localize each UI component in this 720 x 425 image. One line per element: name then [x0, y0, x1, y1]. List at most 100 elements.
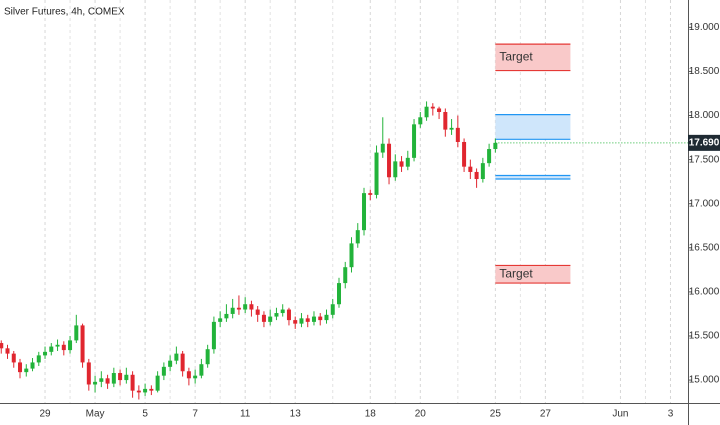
candle-body: [318, 316, 323, 321]
candle-body: [136, 390, 141, 393]
y-tick-label: 19.000: [689, 22, 720, 33]
candle-body: [349, 243, 354, 268]
x-tick-label: 29: [39, 409, 51, 420]
candle-body: [130, 374, 135, 391]
zone: [495, 265, 571, 284]
x-tick-label: Jun: [612, 409, 628, 420]
candle-body: [368, 193, 373, 195]
candle-body: [211, 321, 216, 350]
candle-body: [330, 304, 335, 315]
y-tick-label: 17.500: [689, 154, 720, 165]
y-tick-label: 15.500: [689, 331, 720, 342]
candle-body: [24, 368, 29, 373]
y-tick-label: 18.000: [689, 110, 720, 121]
zone: [495, 114, 571, 140]
candle-body: [61, 344, 66, 351]
candle-body: [380, 143, 385, 153]
candle-body: [68, 340, 73, 351]
candle-body: [74, 325, 79, 341]
candle-body: [80, 325, 85, 363]
y-tick-label: 16.500: [689, 242, 720, 253]
candle-body: [468, 166, 473, 172]
candle-body: [430, 106, 435, 109]
candle-body: [105, 378, 110, 384]
candle-body: [243, 304, 248, 310]
candle-body: [293, 320, 298, 324]
candle-body: [418, 117, 423, 125]
zone-label: Target: [499, 49, 533, 63]
candle-body: [155, 375, 160, 391]
candle-body: [443, 111, 448, 130]
candle-body: [199, 364, 204, 376]
candle-body: [55, 344, 60, 347]
candle-body: [49, 346, 54, 352]
candle-body: [374, 152, 379, 195]
candle-body: [261, 314, 266, 322]
candle-body: [30, 362, 35, 369]
zone: [495, 44, 571, 71]
chart-title: Silver Futures, 4h, COMEX: [4, 7, 125, 18]
candle-body: [493, 142, 498, 150]
y-tick-label: 17.000: [689, 198, 720, 209]
candle-body: [143, 388, 148, 393]
x-tick-label: 20: [415, 409, 427, 420]
candle-body: [43, 351, 48, 356]
candle-body: [336, 283, 341, 305]
candle-body: [174, 353, 179, 361]
candle-body: [405, 157, 410, 167]
candle-body: [149, 388, 154, 391]
candle-body: [5, 348, 10, 354]
candle-body: [480, 163, 485, 180]
candle-body: [118, 373, 123, 381]
candle-body: [437, 108, 442, 112]
y-tick-label: 18.500: [689, 66, 720, 77]
candle-body: [230, 307, 235, 314]
zone: [495, 175, 571, 180]
candle-body: [99, 378, 104, 382]
candle-body: [268, 316, 273, 322]
candle-body: [161, 366, 166, 376]
x-tick-label: May: [86, 409, 105, 420]
candle-body: [0, 343, 4, 349]
candle-body: [236, 307, 241, 310]
candle-body: [11, 353, 16, 363]
candle-body: [424, 106, 429, 118]
x-tick-label: 7: [192, 409, 198, 420]
candle-body: [124, 374, 129, 381]
candle-body: [218, 318, 223, 322]
candle-body: [343, 267, 348, 284]
candle-body: [274, 313, 279, 317]
candle-body: [305, 318, 310, 322]
candle-body: [111, 373, 116, 384]
candle-body: [180, 353, 185, 372]
candle-body: [399, 161, 404, 167]
candle-body: [355, 230, 360, 244]
candle-body: [224, 313, 229, 319]
candle-body: [311, 316, 316, 322]
candle-body: [18, 362, 23, 373]
x-tick-label: 11: [240, 409, 251, 420]
candle-body: [249, 304, 254, 310]
candle-body: [462, 141, 467, 167]
candle-body: [449, 127, 454, 130]
x-tick-label: 5: [142, 409, 148, 420]
x-tick-label: 3: [668, 409, 674, 420]
candle-body: [255, 309, 260, 315]
candle-body: [186, 371, 191, 379]
candle-body: [93, 381, 98, 385]
candle-body: [168, 360, 173, 367]
x-tick-label: 25: [490, 409, 502, 420]
candle-body: [299, 318, 304, 324]
x-tick-label: 27: [540, 409, 552, 420]
y-tick-label: 16.000: [689, 287, 720, 298]
candle-body: [205, 349, 210, 365]
zone-label: Target: [499, 266, 533, 280]
last-price-tag: [688, 134, 720, 151]
candle-body: [362, 193, 367, 231]
candle-body: [393, 161, 398, 178]
candle-body: [474, 171, 479, 180]
x-tick-label: 13: [290, 409, 302, 420]
candle-body: [487, 149, 492, 164]
